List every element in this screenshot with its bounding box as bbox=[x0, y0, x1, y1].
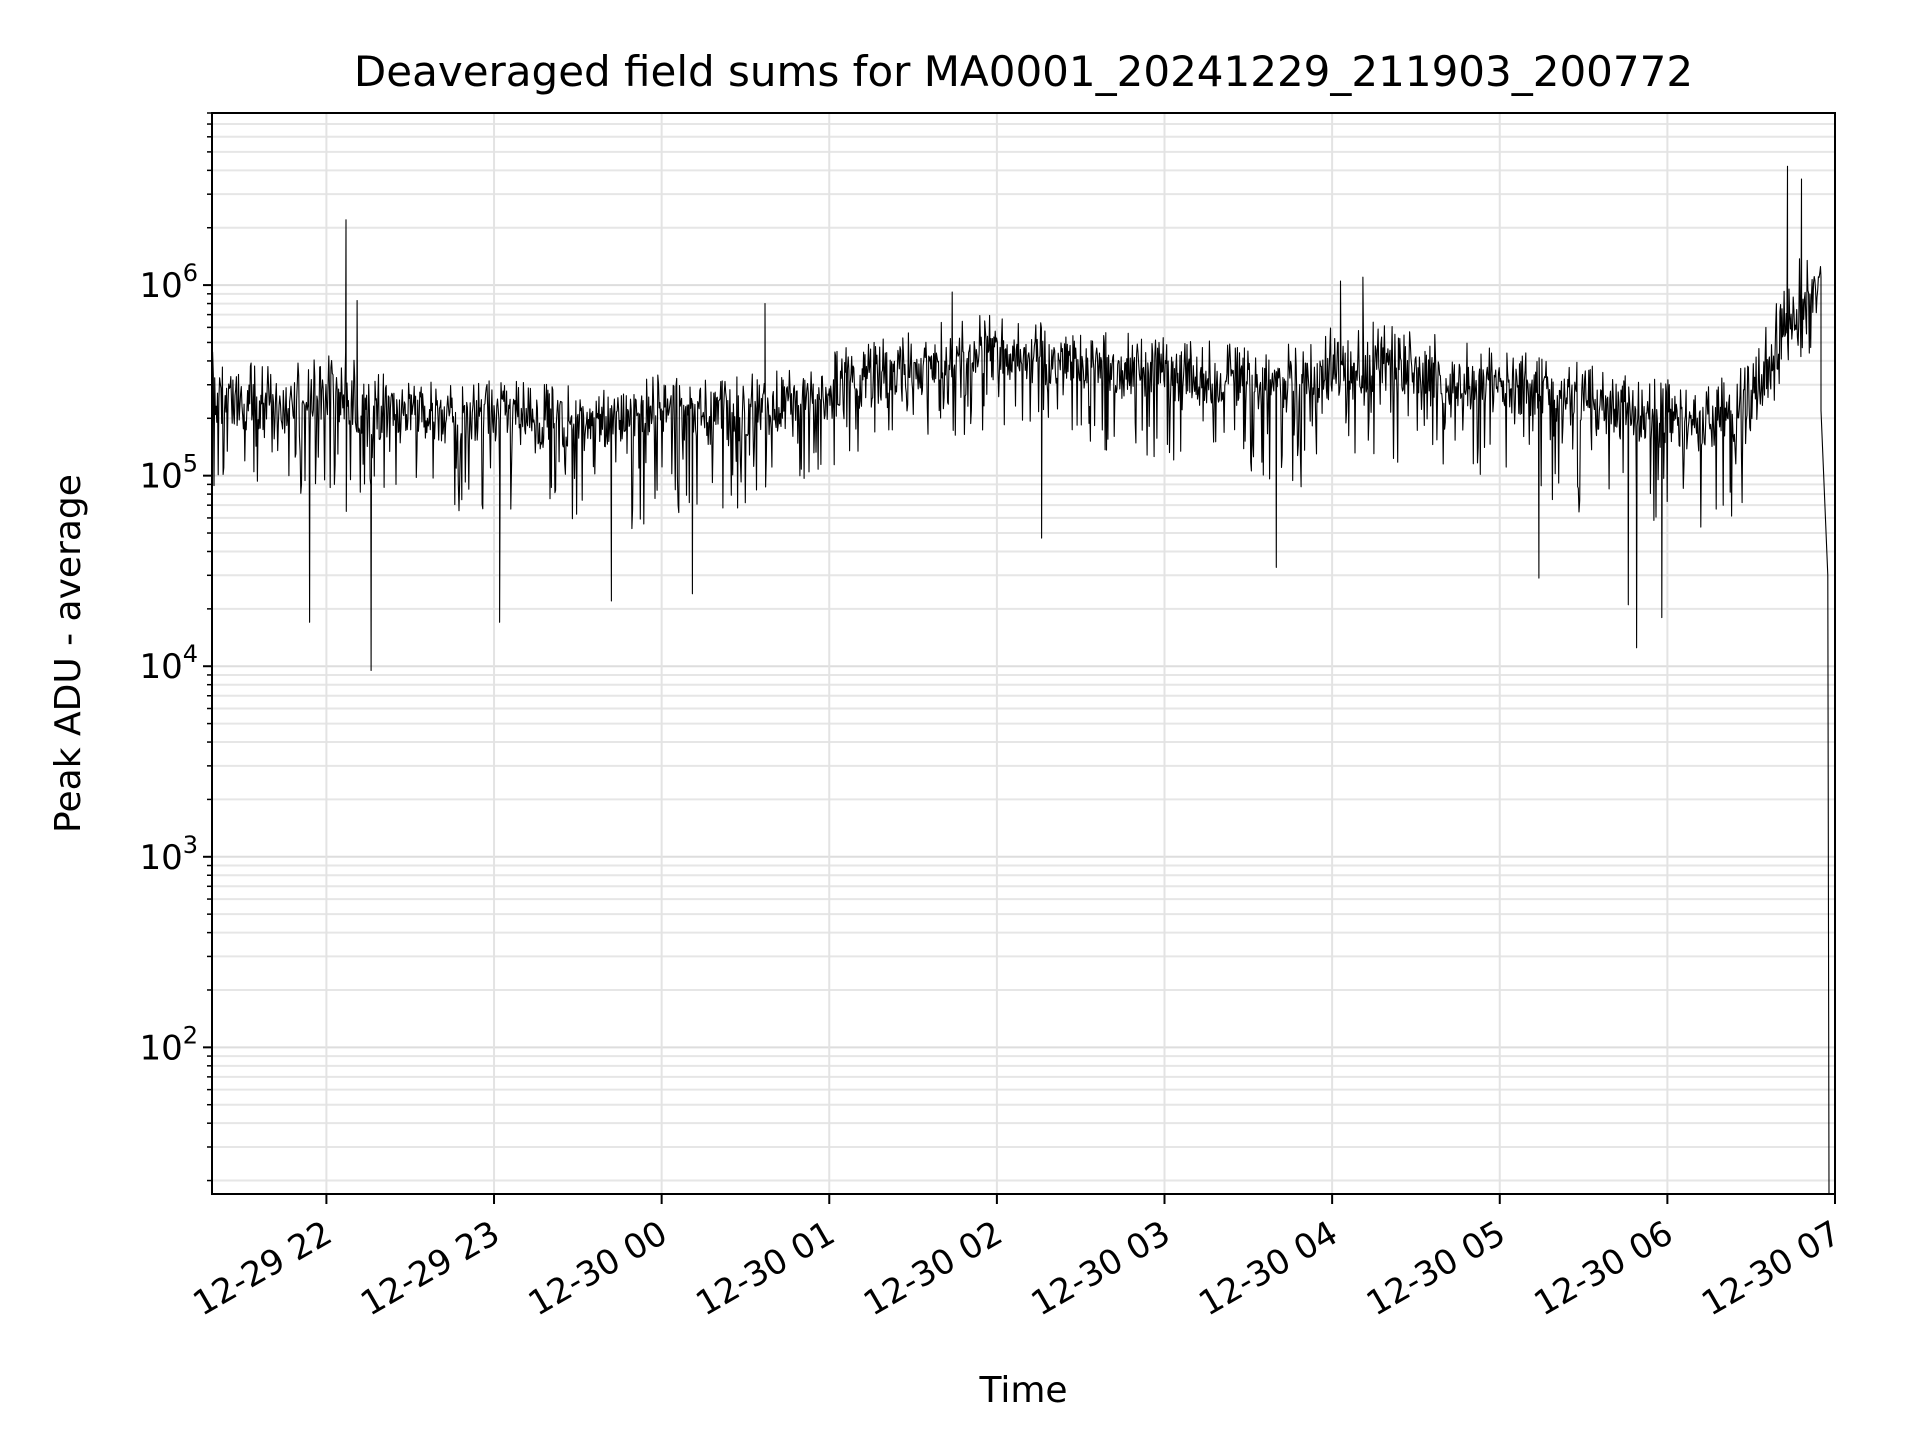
plot-frame bbox=[211, 112, 1836, 1195]
x-axis-label: Time bbox=[978, 1370, 1067, 1411]
y-tick-label: 106 bbox=[139, 259, 198, 306]
y-tick-label: 105 bbox=[139, 450, 198, 497]
data-layer bbox=[211, 165, 1830, 1195]
chart-title: Deaveraged field sums for MA0001_2024122… bbox=[354, 47, 1693, 96]
y-tick-label: 102 bbox=[139, 1021, 198, 1068]
y-axis-label: Peak ADU - average bbox=[48, 474, 89, 833]
y-tick-label: 104 bbox=[139, 640, 198, 687]
y-tick-label: 103 bbox=[139, 831, 198, 878]
series-line bbox=[211, 165, 1830, 1195]
